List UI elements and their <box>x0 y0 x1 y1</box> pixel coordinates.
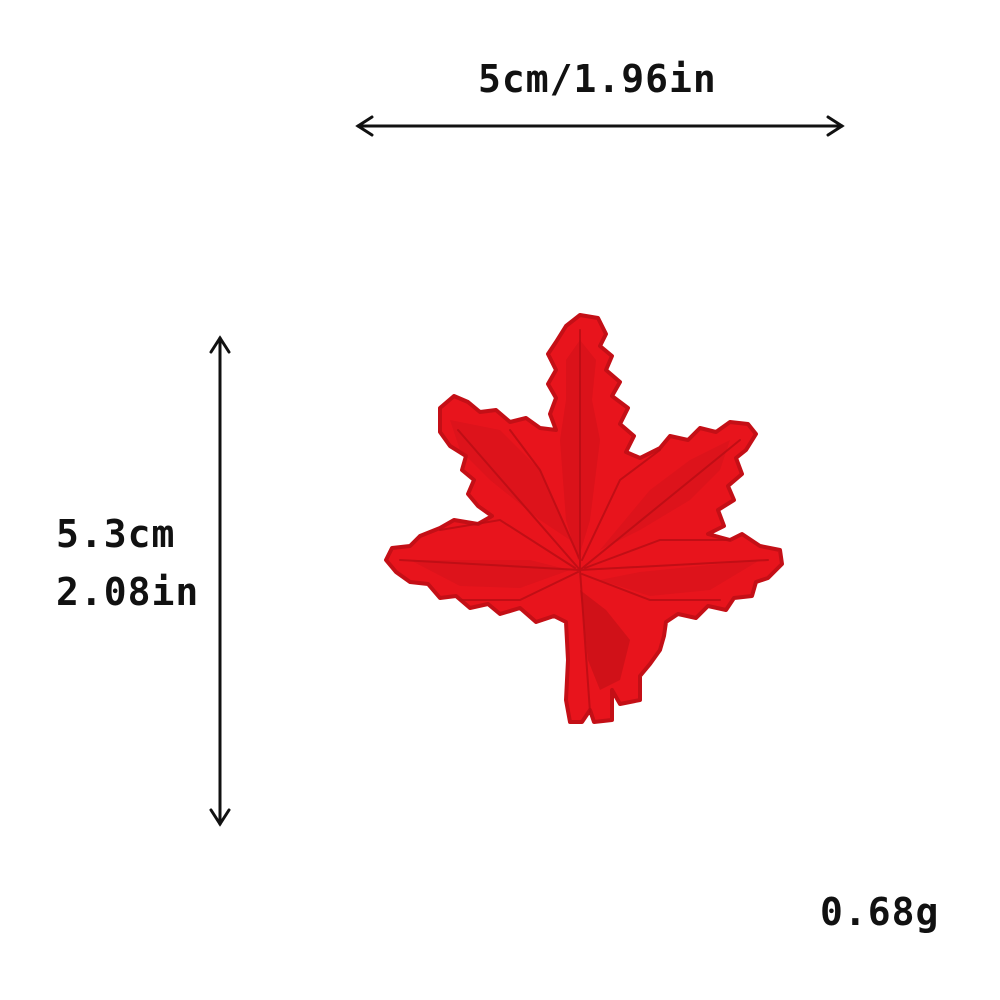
width-dimension-label: 5cm/1.96in <box>478 57 717 101</box>
height-dimension-in-label: 2.08in <box>56 570 200 614</box>
height-arrow-icon <box>209 335 231 827</box>
height-dimension-cm-label: 5.3cm <box>56 512 176 556</box>
weight-label: 0.68g <box>820 890 940 934</box>
width-arrow-icon <box>355 115 845 137</box>
maple-leaf-patch-icon <box>384 313 784 724</box>
